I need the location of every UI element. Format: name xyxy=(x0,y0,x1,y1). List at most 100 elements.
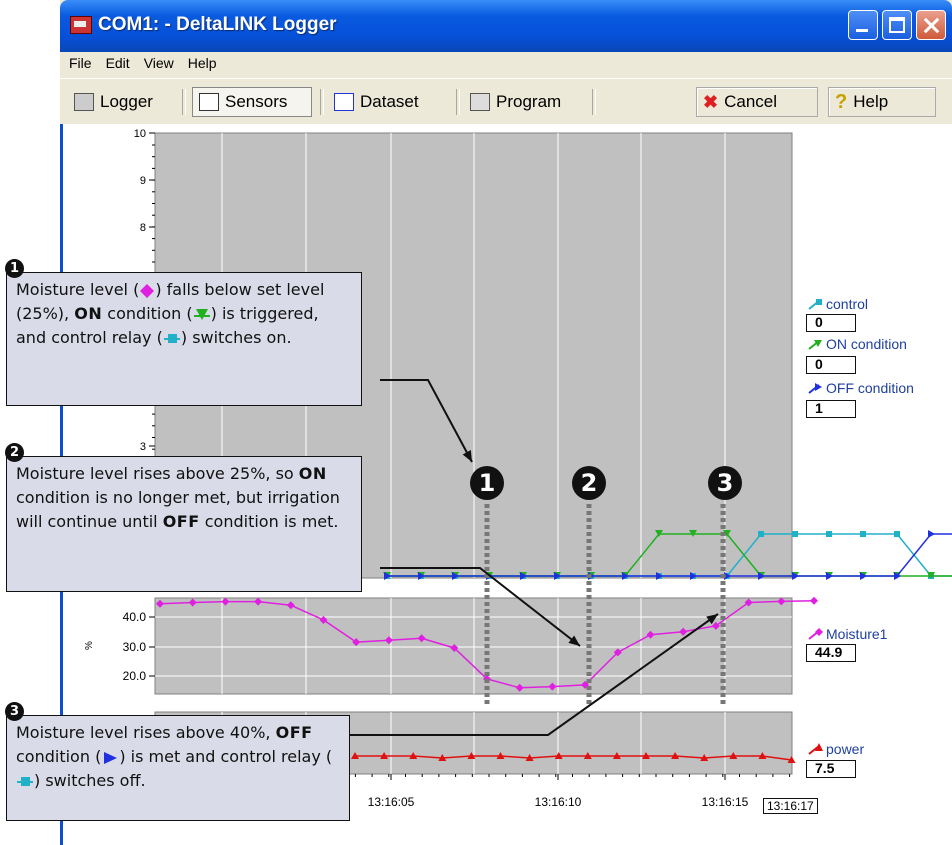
help-label: Help xyxy=(853,92,889,111)
cancel-button[interactable]: ✖ Cancel xyxy=(696,87,818,117)
data-point xyxy=(221,597,230,606)
data-point xyxy=(656,572,663,580)
on-condition-symbol-icon xyxy=(193,308,210,320)
annotation-3: 3 Moisture level rises above 40%, OFF co… xyxy=(5,702,350,821)
control-relay-symbol-icon xyxy=(17,776,33,786)
menu-edit[interactable]: Edit xyxy=(105,55,130,71)
data-point xyxy=(700,754,709,761)
data-point xyxy=(496,752,505,759)
maximize-button[interactable] xyxy=(882,10,912,40)
y-tick-label: 40.0 xyxy=(123,610,147,624)
legend-power: power xyxy=(808,741,864,757)
data-point xyxy=(860,572,867,580)
close-button[interactable] xyxy=(916,10,946,40)
legend-on-condition: ON condition xyxy=(808,336,907,352)
data-point xyxy=(758,531,764,537)
x-tick-label: 13:16:10 xyxy=(535,795,582,809)
data-point xyxy=(792,531,798,537)
data-point xyxy=(826,531,832,537)
data-point xyxy=(438,754,447,761)
y-tick-label: 8 xyxy=(140,222,146,234)
data-point xyxy=(744,598,753,607)
data-point xyxy=(612,752,621,759)
off-condition-value: 1 xyxy=(806,400,856,418)
marker-2: 2 xyxy=(572,466,606,500)
data-point xyxy=(254,597,263,606)
y-tick-label: 10 xyxy=(134,128,146,140)
x-tick-label: 13:16:05 xyxy=(368,795,415,809)
help-icon: ? xyxy=(835,90,848,113)
y-axis-unit: % xyxy=(84,641,95,650)
app-icon[interactable] xyxy=(70,16,92,34)
y-tick-label: 20.0 xyxy=(123,669,147,683)
legend-off-condition: OFF condition xyxy=(808,380,914,396)
minimize-button[interactable] xyxy=(848,10,878,40)
data-point xyxy=(927,572,935,579)
data-point xyxy=(787,756,796,763)
data-point xyxy=(380,752,389,759)
data-point xyxy=(860,531,866,537)
data-point xyxy=(690,572,697,580)
y-tick-label: 3 xyxy=(140,441,146,453)
annotation-1: 1 Moisture level () falls below set leve… xyxy=(5,259,362,406)
data-point xyxy=(724,572,731,580)
menu-help[interactable]: Help xyxy=(187,55,217,71)
control-relay-symbol-icon xyxy=(163,333,180,343)
data-point xyxy=(729,752,738,759)
logger-label: Logger xyxy=(100,92,153,111)
title-bar[interactable]: COM1: - DeltaLINK Logger xyxy=(60,0,952,52)
cancel-icon: ✖ xyxy=(703,91,719,112)
current-time: 13:16:17 xyxy=(763,798,818,814)
legend-moisture: Moisture1 xyxy=(808,626,887,642)
program-button[interactable]: Program xyxy=(464,87,567,117)
data-point xyxy=(622,572,629,580)
data-point xyxy=(409,752,418,759)
data-point xyxy=(777,597,786,606)
sensors-icon xyxy=(199,93,219,111)
data-point xyxy=(928,530,935,538)
sensors-button[interactable]: Sensors xyxy=(192,87,312,117)
data-point xyxy=(525,754,534,761)
dataset-icon xyxy=(334,93,354,111)
menu-bar: File Edit View Help xyxy=(60,52,952,76)
logger-icon xyxy=(74,93,94,111)
data-point xyxy=(583,752,592,759)
off-condition-symbol-icon xyxy=(104,751,118,764)
data-point xyxy=(351,752,359,759)
x-tick-label: 13:16:15 xyxy=(702,795,749,809)
logger-button[interactable]: Logger xyxy=(68,87,159,117)
data-point xyxy=(894,572,901,580)
data-point xyxy=(671,752,680,759)
data-point xyxy=(642,752,650,759)
data-point xyxy=(826,572,833,580)
moisture-value: 44.9 xyxy=(806,644,856,662)
menu-view[interactable]: View xyxy=(143,55,174,71)
data-point xyxy=(792,572,799,580)
data-point xyxy=(467,752,476,759)
on-condition-value: 0 xyxy=(806,356,856,374)
data-point xyxy=(156,599,164,608)
help-button[interactable]: ? Help xyxy=(828,87,936,117)
data-point xyxy=(286,601,295,610)
cancel-label: Cancel xyxy=(724,92,778,111)
dataset-button[interactable]: Dataset xyxy=(328,87,425,117)
data-point xyxy=(319,615,328,624)
data-point xyxy=(655,530,663,537)
y-tick-label: 30.0 xyxy=(123,640,147,654)
data-point xyxy=(894,531,900,537)
data-point xyxy=(188,598,197,607)
moisture-symbol-icon xyxy=(140,283,155,298)
y-tick-label: 9 xyxy=(140,175,146,187)
window-title: COM1: - DeltaLINK Logger xyxy=(98,14,337,35)
data-point xyxy=(758,752,767,759)
legend-control: control xyxy=(808,296,868,312)
control-value: 0 xyxy=(806,314,856,332)
data-point xyxy=(689,530,697,537)
marker-1: 1 xyxy=(470,466,504,500)
data-point xyxy=(810,596,818,605)
program-icon xyxy=(470,93,490,111)
series-line-power xyxy=(355,755,792,761)
marker-3: 3 xyxy=(708,466,742,500)
program-label: Program xyxy=(496,92,562,111)
menu-file[interactable]: File xyxy=(69,55,92,71)
